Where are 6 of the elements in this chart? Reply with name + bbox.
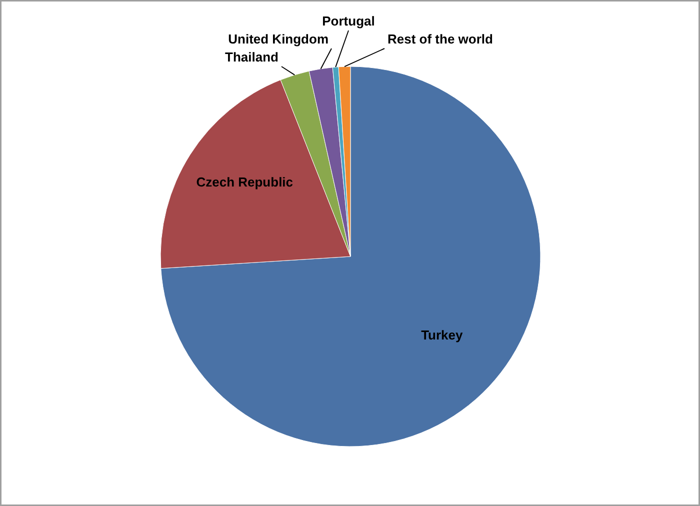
slice-label: Portugal bbox=[322, 14, 375, 28]
slice-label: Czech Republic bbox=[196, 174, 294, 190]
slice-label: Turkey bbox=[421, 327, 464, 342]
slice-label: Thailand bbox=[225, 50, 279, 64]
slice-label: United Kingdom bbox=[228, 32, 329, 46]
slice-label: Rest of the world bbox=[388, 32, 494, 46]
